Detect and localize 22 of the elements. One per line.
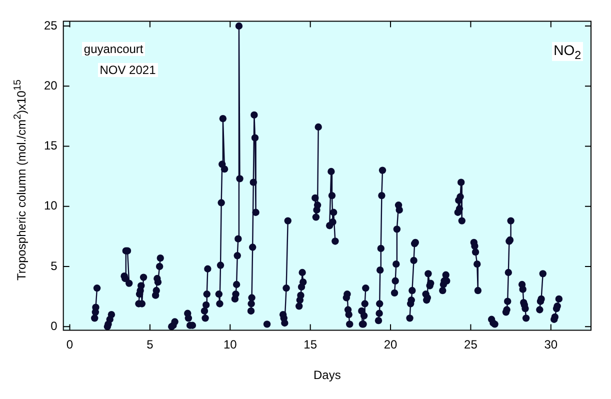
y-tick-label: 25 <box>44 18 58 32</box>
annotation: guyancourt <box>82 42 146 56</box>
x-tick-label: 20 <box>384 338 398 352</box>
y-tick-label: 10 <box>44 198 58 213</box>
x-axis-title: Days <box>314 368 341 382</box>
point <box>439 286 446 294</box>
annotation: NO$_{2}$ <box>552 42 584 62</box>
point <box>442 271 450 278</box>
x-tick-label: 10 <box>223 338 238 352</box>
point <box>171 318 178 326</box>
x-tick-label: 25 <box>464 338 478 352</box>
x-tick-label: 5 <box>146 338 154 352</box>
y-tick-label: 20 <box>44 78 58 92</box>
y-tick-label: 0 <box>50 318 58 333</box>
x-tick-label: 0 <box>66 338 74 352</box>
x-tick-label: 15 <box>304 338 318 352</box>
annotation: NOV 2021 <box>98 63 158 78</box>
y-tick-label: 15 <box>44 138 58 153</box>
x-tick-label: 30 <box>544 338 558 352</box>
y-tick-label: 5 <box>50 258 58 273</box>
point <box>184 314 192 322</box>
point <box>108 310 116 318</box>
